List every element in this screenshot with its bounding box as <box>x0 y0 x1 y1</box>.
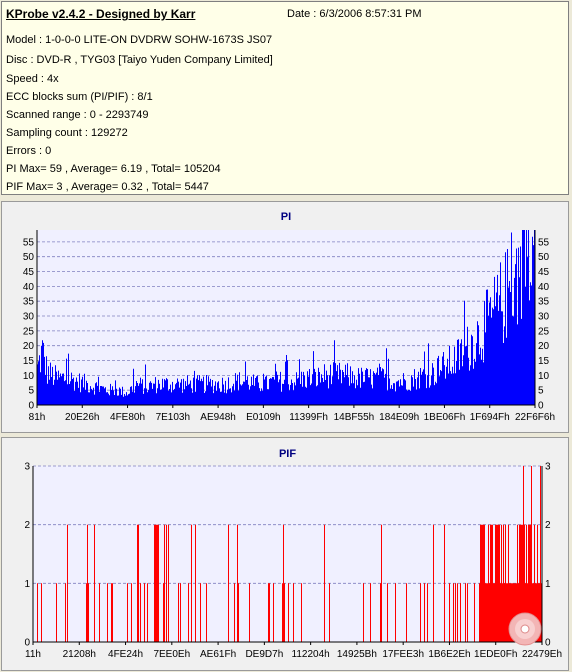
x-tick-label: 1F694Fh <box>470 412 510 423</box>
x-tick-label: 11h <box>25 649 41 660</box>
info-sampling-count: Sampling count : 129272 <box>6 127 128 139</box>
app-title: KProbe v2.4.2 - Designed by Karr <box>6 7 196 21</box>
info-pi-stats: PI Max= 59 , Average= 6.19 , Total= 1052… <box>6 163 221 175</box>
info-ecc-blocks: ECC blocks sum (PI/PIF) : 8/1 <box>6 91 153 103</box>
y-tick-right: 0 <box>538 401 544 412</box>
x-tick-label: 21208h <box>63 649 96 660</box>
info-speed: Speed : 4x <box>6 73 59 85</box>
y-tick-right: 10 <box>538 371 550 382</box>
y-tick-right: 40 <box>538 282 550 293</box>
y-tick-left: 25 <box>23 326 35 337</box>
x-tick-label: DE9D7h <box>245 649 283 660</box>
y-tick-right: 1 <box>545 579 551 590</box>
x-tick-label: 7E103h <box>156 412 190 423</box>
y-tick-left: 50 <box>23 252 35 263</box>
x-tick-label: 1EDE0Fh <box>474 649 517 660</box>
x-tick-label: 22F6F6h <box>515 412 555 423</box>
y-tick-left: 40 <box>23 282 35 293</box>
y-tick-right: 0 <box>545 638 551 649</box>
y-tick-right: 30 <box>538 312 550 323</box>
x-tick-label: E0109h <box>246 412 280 423</box>
pi-chart-panel: PI 0 0 5 5 10 10 15 15 20 20 25 25 30 30 35 35 40 40 45 45 50… <box>1 201 569 433</box>
y-tick-right: 35 <box>538 297 550 308</box>
pif-chart-panel: PIF 0 0 1 1 2 2 3 3 11h 21208h 4FE24h 7EE0Eh AE61Fh DE… <box>1 437 569 671</box>
pif-chart: PIF 0 0 1 1 2 2 3 3 11h 21208h 4FE24h 7EE0Eh AE61Fh DE… <box>24 448 562 660</box>
y-tick-right: 15 <box>538 356 550 367</box>
y-tick-left: 5 <box>28 386 34 397</box>
chart-title-0: PI <box>281 211 291 223</box>
pif-bars <box>37 466 542 642</box>
info-scanned-range: Scanned range : 0 - 2293749 <box>6 109 149 121</box>
y-tick-left: 0 <box>24 638 30 649</box>
x-tick-label: 1B6E2Eh <box>428 649 470 660</box>
x-tick-label: 11399Fh <box>289 412 328 423</box>
x-tick-label: 20E26h <box>65 412 99 423</box>
y-tick-left: 1 <box>24 579 30 590</box>
x-tick-label: 17FEE3h <box>382 649 424 660</box>
info-errors: Errors : 0 <box>6 145 52 157</box>
scan-date: Date : 6/3/2006 8:57:31 PM <box>287 8 422 20</box>
x-tick-label: 14BF55h <box>334 412 375 423</box>
disc-icon <box>508 612 542 646</box>
x-tick-label: AE61Fh <box>200 649 236 660</box>
y-tick-left: 35 <box>23 297 35 308</box>
x-tick-label: 112204h <box>292 649 330 660</box>
info-pif-stats: PIF Max= 3 , Average= 0.32 , Total= 5447 <box>6 181 209 193</box>
y-tick-right: 5 <box>538 386 544 397</box>
y-tick-left: 0 <box>28 401 34 412</box>
y-tick-right: 2 <box>545 520 551 531</box>
y-tick-right: 25 <box>538 326 550 337</box>
x-tick-label: 22479Eh <box>522 649 562 660</box>
x-tick-label: 4FE24h <box>108 649 143 660</box>
y-tick-right: 50 <box>538 252 550 263</box>
info-panel: KProbe v2.4.2 - Designed by Karr Date : … <box>1 1 569 195</box>
y-tick-right: 20 <box>538 341 550 352</box>
x-tick-label: 81h <box>29 412 46 423</box>
x-tick-label: 7EE0Eh <box>153 649 190 660</box>
x-tick-label: 184E09h <box>379 412 419 423</box>
y-tick-left: 30 <box>23 312 35 323</box>
y-tick-left: 45 <box>23 267 35 278</box>
x-tick-label: 4FE80h <box>110 412 145 423</box>
x-tick-label: AE948h <box>200 412 236 423</box>
y-tick-right: 55 <box>538 237 550 248</box>
y-tick-right: 45 <box>538 267 550 278</box>
y-tick-right: 3 <box>545 462 551 473</box>
y-tick-left: 2 <box>24 520 30 531</box>
y-tick-left: 3 <box>24 462 30 473</box>
x-tick-label: 1BE06Fh <box>424 412 466 423</box>
info-disc: Disc : DVD-R , TYG03 [Taiyo Yuden Compan… <box>6 54 273 66</box>
y-tick-left: 20 <box>23 341 35 352</box>
y-tick-left: 10 <box>23 371 35 382</box>
y-tick-left: 55 <box>23 237 35 248</box>
y-tick-left: 15 <box>23 356 35 367</box>
x-tick-label: 14925Bh <box>337 649 377 660</box>
info-model: Model : 1-0-0-0 LITE-ON DVDRW SOHW-1673S… <box>6 34 273 46</box>
chart-title-1: PIF <box>279 448 296 460</box>
